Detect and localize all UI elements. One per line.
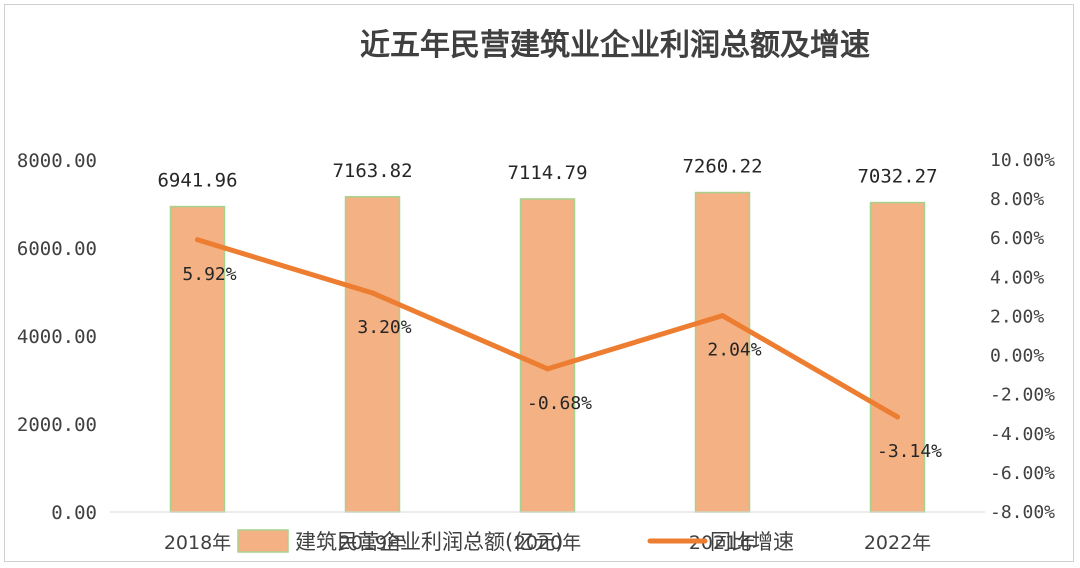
- legend-bar-swatch: [237, 529, 289, 553]
- growth-point-2020年: [545, 366, 550, 372]
- growth-point-2021年: [720, 313, 725, 319]
- right-axis-tick-3: -2.00%: [990, 385, 1055, 406]
- legend-bar-label: 建筑民营企业利润总额(亿元): [295, 530, 563, 554]
- left-axis-tick-0: 0.00: [51, 502, 97, 524]
- right-axis-tick-6: 4.00%: [990, 267, 1044, 288]
- growth-label-2021年: 2.04%: [707, 340, 761, 361]
- legend: 建筑民营企业利润总额(亿元) 同比增速: [237, 529, 794, 554]
- bar-2022年: [869, 201, 926, 513]
- growth-label-2022年: -3.14%: [877, 441, 942, 462]
- bar-label-2019年: 7163.82: [332, 160, 412, 182]
- line-group: [195, 237, 900, 420]
- chart-frame: [4, 4, 1074, 562]
- category-label-0: 2018年: [164, 532, 231, 554]
- bar-2019年: [344, 196, 401, 513]
- data-labels-group: 6941.96 7163.82 7114.79 7260.22 7032.27 5.92%…: [157, 156, 942, 462]
- bar-label-2020年: 7114.79: [507, 162, 587, 184]
- growth-point-2022年: [895, 414, 900, 420]
- category-label-4: 2022年: [864, 532, 931, 554]
- growth-label-2018年: 5.92%: [182, 264, 236, 285]
- axes-group: 0.00 2000.00 4000.00 6000.00 8000.00 -8.00% -6…: [17, 150, 1055, 554]
- growth-point-2019年: [370, 290, 375, 296]
- bars-group: [169, 191, 926, 513]
- right-axis-tick-7: 6.00%: [990, 228, 1044, 249]
- category-label-1: 2019年: [339, 532, 406, 554]
- bar-label-2021年: 7260.22: [682, 156, 762, 178]
- right-axis-tick-0: -8.00%: [990, 502, 1055, 523]
- right-axis-tick-2: -4.00%: [990, 424, 1055, 445]
- right-axis-tick-9: 10.00%: [990, 150, 1055, 171]
- left-axis-tick-1: 2000.00: [17, 414, 97, 436]
- right-axis-tick-1: -6.00%: [990, 463, 1055, 484]
- right-axis-tick-8: 8.00%: [990, 189, 1044, 210]
- growth-label-2020年: -0.68%: [527, 393, 592, 414]
- right-axis-tick-5: 2.00%: [990, 306, 1044, 327]
- category-label-3: 2021年: [689, 532, 756, 554]
- bar-label-2018年: 6941.96: [157, 170, 237, 192]
- legend-line-label: 同比增速: [710, 530, 794, 554]
- bar-label-2022年: 7032.27: [857, 166, 937, 188]
- left-axis-tick-2: 4000.00: [17, 326, 97, 348]
- right-axis-tick-4: 0.00%: [990, 346, 1044, 367]
- growth-label-2019年: 3.20%: [357, 317, 411, 338]
- category-label-2: 2020年: [514, 532, 581, 554]
- left-axis-tick-4: 8000.00: [17, 150, 97, 172]
- bar-2020年: [519, 198, 576, 513]
- chart-title: 近五年民营建筑业企业利润总额及增速: [360, 28, 870, 63]
- growth-point-2018年: [195, 237, 200, 243]
- bar-2018年: [169, 205, 226, 513]
- left-axis-tick-3: 6000.00: [17, 238, 97, 260]
